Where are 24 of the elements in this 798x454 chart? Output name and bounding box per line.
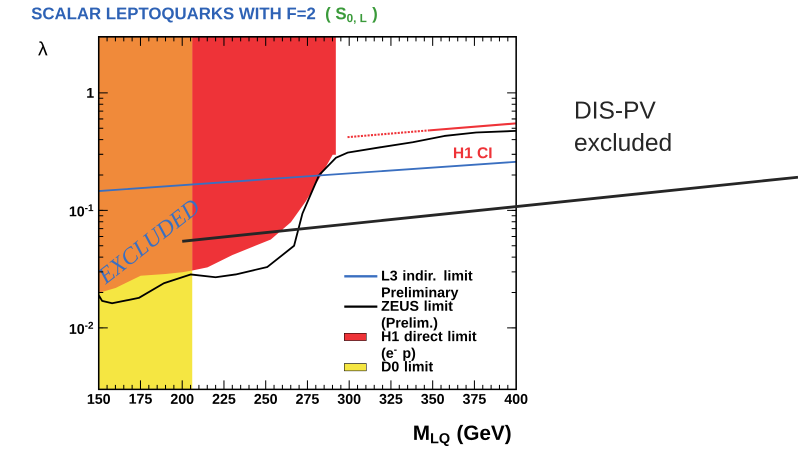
chart-subtitle: ( S$_{0, L}$ ) [326, 6, 377, 24]
x-tick-label: 375 [462, 394, 486, 404]
x-tick-label: 250 [254, 394, 277, 404]
legend-label: ZEUS limit (Prelim.) [382, 300, 453, 330]
text: DIS-PV excluded [575, 101, 671, 151]
legend-label: D0 limit [382, 361, 434, 372]
chart-title: SCALAR LEPTOQUARKS WITH F=2 [32, 7, 316, 22]
x-tick-label: 325 [379, 394, 402, 404]
x-tick-label: 400 [504, 394, 528, 404]
legend-label: L3 indir. limit Preliminary [382, 270, 472, 300]
y-tick-label: 10$^{-1}$ [70, 204, 94, 216]
x-tick-label: 350 [421, 394, 444, 404]
x-tick-label: 200 [170, 394, 194, 404]
x-tick-label: 275 [296, 394, 319, 404]
x-tick-label: 175 [130, 394, 152, 404]
x-tick-label: 150 [88, 394, 110, 404]
annotation: H1 CI [454, 147, 492, 158]
legend-label: H1 direct limit (e$^{-}$ p) [382, 330, 476, 361]
x-tick-label: 225 [212, 394, 236, 404]
y-tick-label: 1 [87, 88, 94, 98]
x-tick-label: 300 [338, 394, 360, 404]
y-axis-title: λ [38, 41, 48, 56]
x-axis-title: M$_{LQ}$ (GeV) [414, 424, 511, 446]
y-tick-label: 10$^{-2}$ [70, 322, 94, 334]
